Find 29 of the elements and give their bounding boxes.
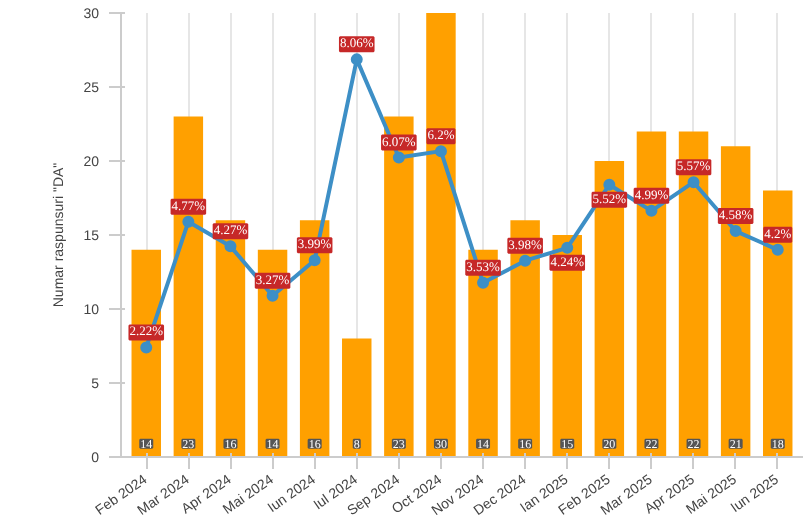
- point: [350, 53, 363, 66]
- bar: [510, 220, 540, 457]
- bar: [342, 338, 372, 457]
- point: [434, 145, 447, 158]
- point: [308, 254, 321, 267]
- bar: [384, 116, 414, 457]
- bar: [763, 190, 793, 457]
- point: [182, 215, 195, 228]
- point: [729, 225, 742, 238]
- bar: [552, 235, 582, 457]
- point: [603, 178, 616, 191]
- bar: [594, 161, 625, 457]
- bar: [678, 131, 709, 457]
- point: [140, 341, 153, 354]
- point: [561, 241, 574, 254]
- bar: [173, 116, 204, 457]
- point: [477, 276, 490, 289]
- point: [519, 254, 532, 267]
- bar: [636, 131, 667, 457]
- bar: [468, 249, 498, 457]
- point: [771, 243, 784, 256]
- point: [687, 176, 700, 189]
- bar: [720, 146, 751, 457]
- point: [224, 240, 237, 253]
- point: [392, 151, 405, 164]
- point: [645, 204, 658, 217]
- bar: [426, 13, 456, 457]
- bar: [299, 220, 330, 457]
- point: [266, 289, 279, 302]
